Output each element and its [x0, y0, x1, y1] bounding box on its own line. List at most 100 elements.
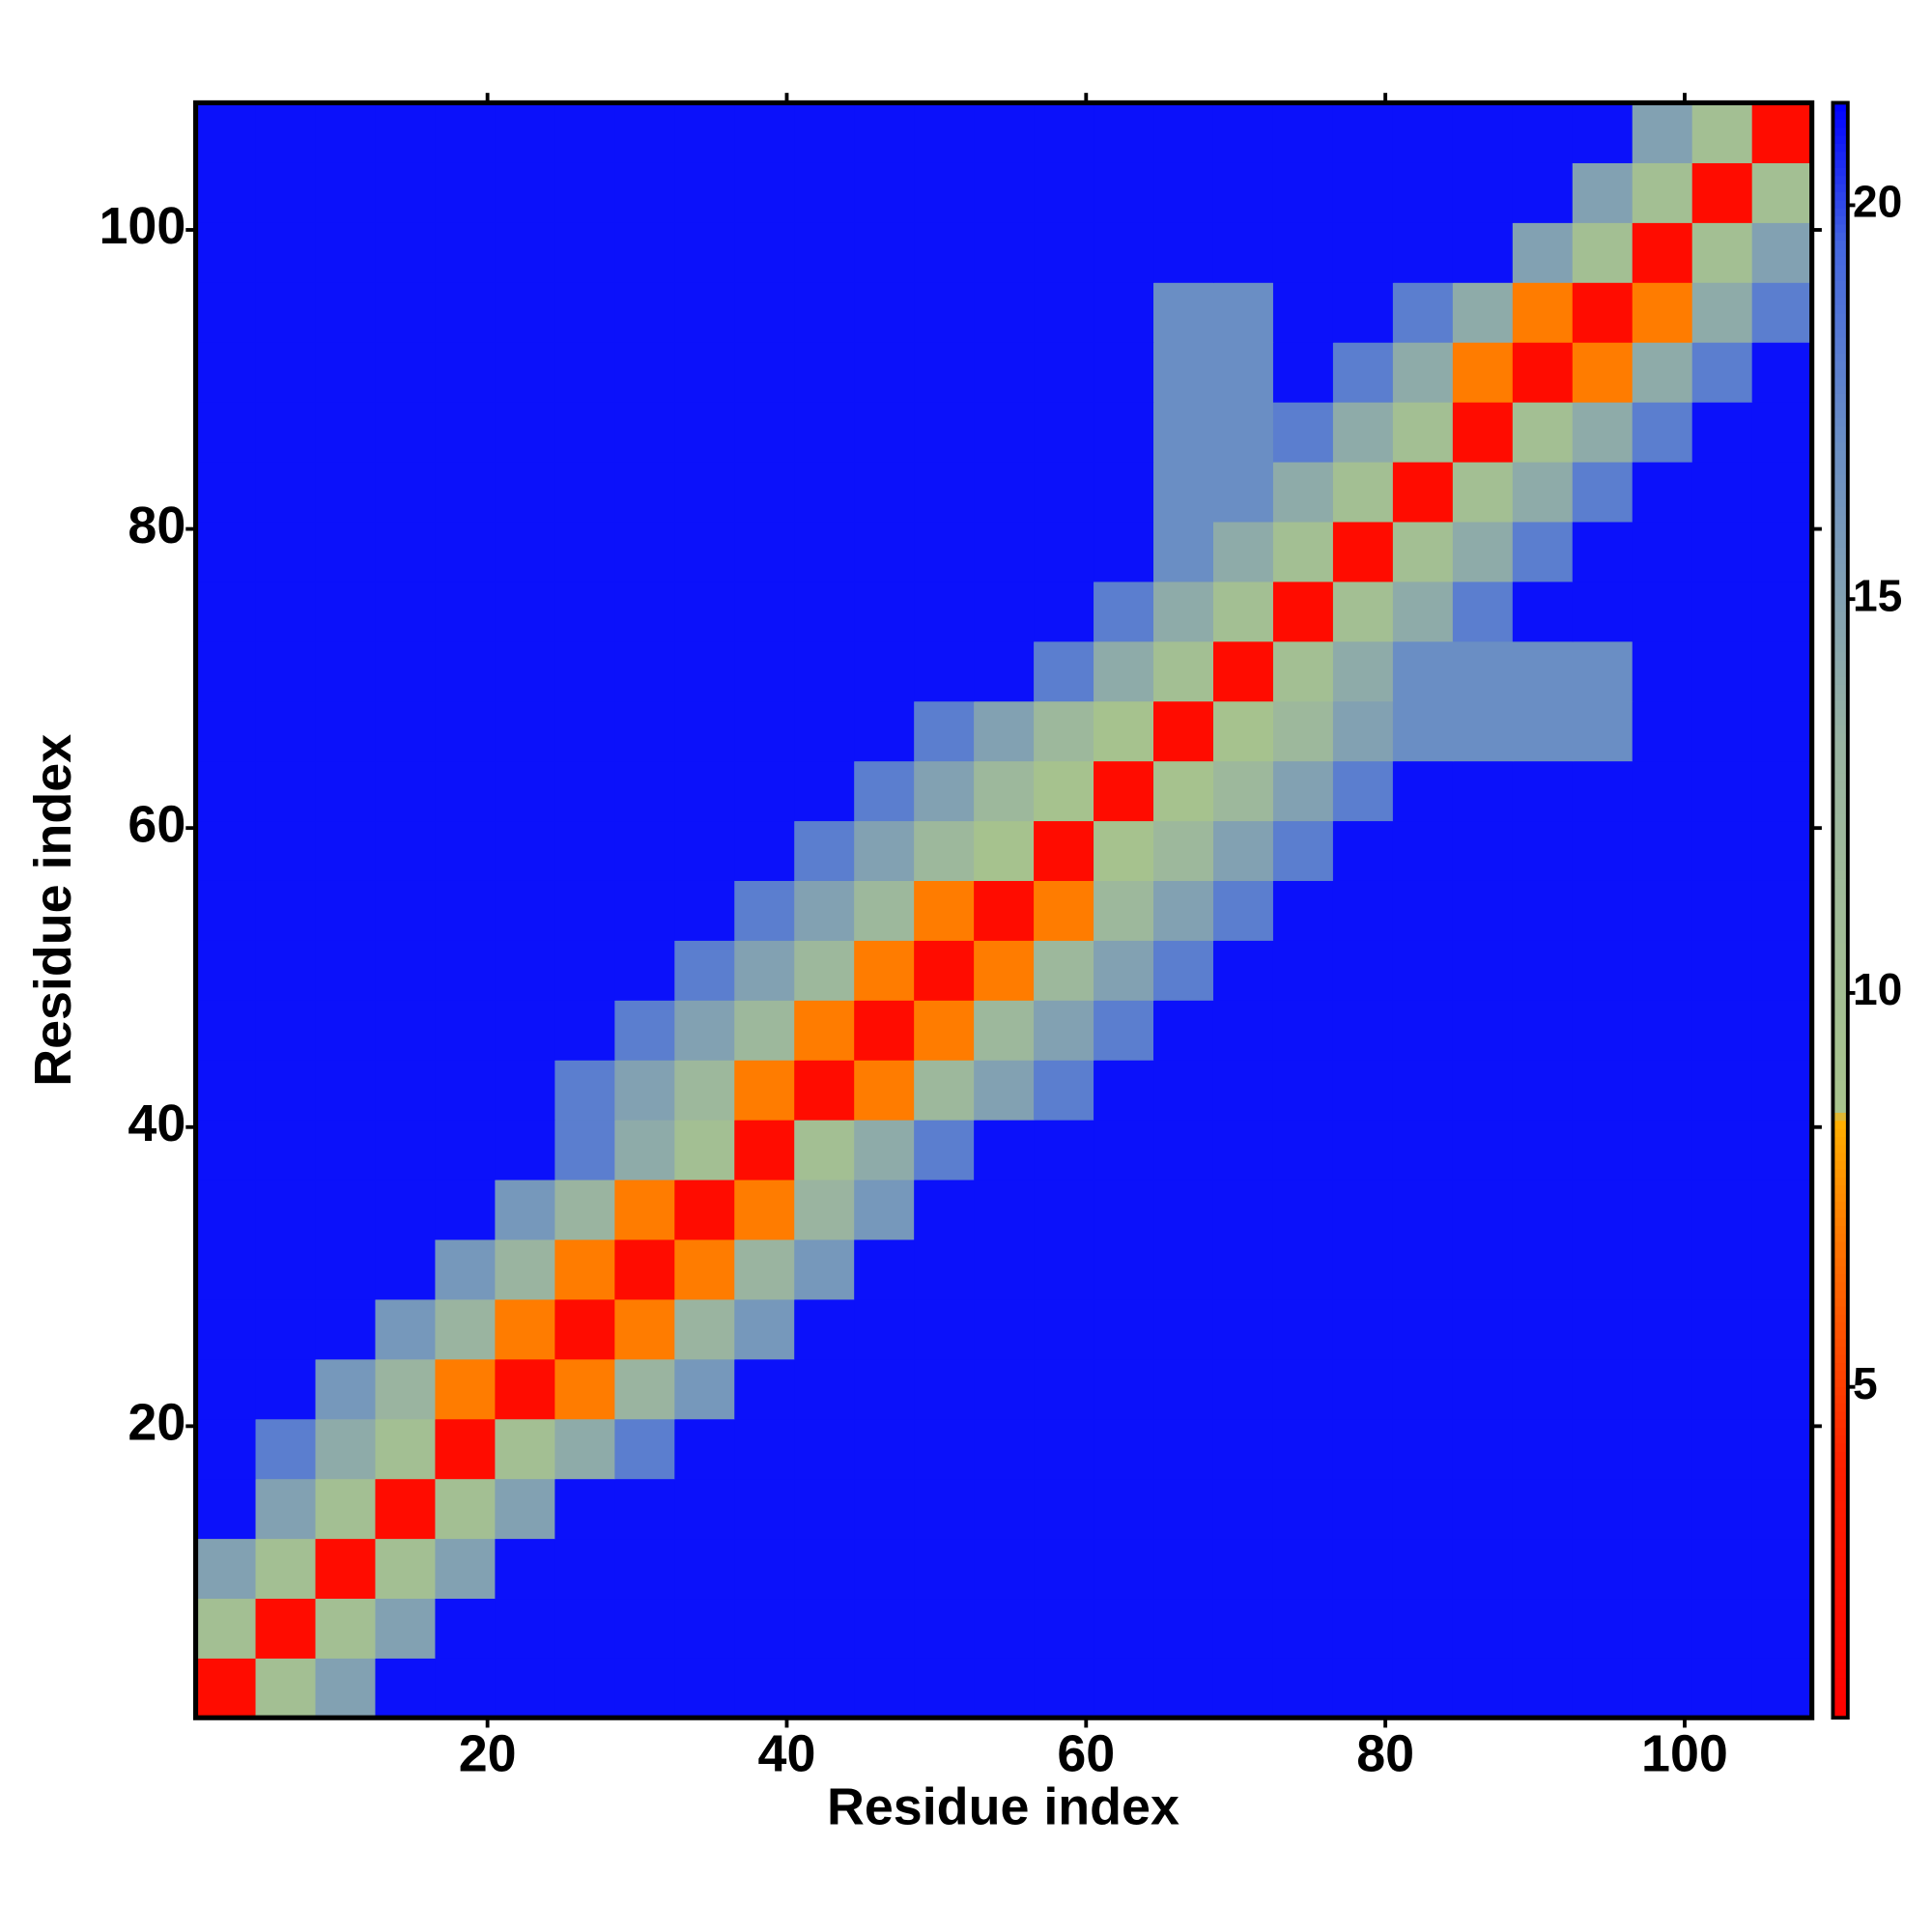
heatmap-cell: [1691, 402, 1753, 463]
heatmap-cell: [854, 581, 915, 642]
heatmap-cell: [974, 102, 1035, 163]
heatmap-cell: [375, 940, 437, 1001]
heatmap-cell: [435, 1598, 497, 1659]
heatmap-cell: [1332, 162, 1394, 223]
heatmap-cell: [794, 1120, 855, 1180]
heatmap-cell: [1034, 222, 1094, 283]
heatmap-cell: [315, 640, 377, 702]
heatmap-cell: [974, 880, 1035, 941]
heatmap-cell: [1632, 1538, 1693, 1600]
heatmap-cell: [734, 402, 795, 463]
heatmap-cell: [435, 461, 497, 523]
heatmap-cell: [1034, 342, 1094, 403]
heatmap-cell: [1512, 222, 1574, 283]
heatmap-cell: [1392, 342, 1454, 403]
heatmap-cell: [1153, 940, 1214, 1001]
heatmap-cell: [1392, 700, 1454, 762]
heatmap-cell: [315, 222, 377, 283]
heatmap-cell: [1452, 1598, 1514, 1659]
heatmap-cell: [255, 222, 317, 283]
heatmap-cell: [1392, 1000, 1454, 1061]
heatmap-cell: [1094, 521, 1154, 582]
heatmap-cell: [674, 102, 735, 163]
colorbar-segment: [1833, 1596, 1848, 1605]
heatmap-cell: [435, 1238, 497, 1300]
colorbar-segment: [1833, 490, 1848, 499]
heatmap-cell: [1691, 1060, 1753, 1121]
heatmap-cell: [435, 1120, 497, 1180]
heatmap-cell: [1034, 1298, 1094, 1360]
heatmap-cell: [674, 820, 735, 881]
heatmap-cell: [854, 1358, 915, 1420]
colorbar-segment: [1833, 127, 1848, 136]
colorbar-segment: [1833, 336, 1848, 346]
heatmap-cell: [734, 1658, 795, 1719]
colorbar-segment: [1833, 102, 1848, 112]
heatmap-cell: [854, 521, 915, 582]
heatmap-cell: [1572, 1238, 1634, 1300]
heatmap-cell: [1572, 1658, 1634, 1719]
heatmap-cell: [435, 940, 497, 1001]
heatmap-cell: [1512, 1000, 1574, 1061]
heatmap-cell: [1452, 640, 1514, 702]
heatmap-cell: [1272, 342, 1334, 403]
heatmap-cell: [495, 1418, 555, 1480]
colorbar-segment: [1833, 1023, 1848, 1033]
heatmap-cell: [974, 1418, 1035, 1480]
heatmap-cell: [1751, 222, 1813, 283]
heatmap-cell: [854, 940, 915, 1001]
heatmap-cell: [255, 1538, 317, 1600]
heatmap-cell: [674, 1478, 735, 1540]
heatmap-cell: [674, 162, 735, 223]
x-tick-label: 100: [1641, 1724, 1728, 1782]
colorbar-segment: [1833, 425, 1848, 435]
heatmap-cell: [734, 581, 795, 642]
heatmap-cell: [495, 342, 555, 403]
heatmap-cell: [435, 521, 497, 582]
heatmap-cell: [1572, 461, 1634, 523]
heatmap-cell: [1572, 521, 1634, 582]
heatmap-cell: [1034, 402, 1094, 463]
heatmap-cell: [674, 700, 735, 762]
colorbar-segment: [1833, 1564, 1848, 1574]
colorbar-segment: [1833, 1144, 1848, 1153]
heatmap-cell: [375, 342, 437, 403]
heatmap-cell: [1272, 1658, 1334, 1719]
heatmap-cell: [1212, 820, 1274, 881]
heatmap-cell: [1392, 1358, 1454, 1420]
heatmap-cell: [1392, 1598, 1454, 1659]
colorbar-segment: [1833, 538, 1848, 548]
heatmap-cell: [914, 640, 975, 702]
heatmap-cell: [1212, 1060, 1274, 1121]
heatmap-cell: [1691, 1179, 1753, 1240]
heatmap-cell: [255, 342, 317, 403]
heatmap-cell: [1751, 581, 1813, 642]
heatmap-cell: [375, 1358, 437, 1420]
heatmap-cell: [1153, 1478, 1214, 1540]
heatmap-cell: [854, 700, 915, 762]
heatmap-cell: [614, 461, 675, 523]
heatmap-cell: [1751, 700, 1813, 762]
heatmap-cell: [1452, 102, 1514, 163]
heatmap-cell: [1751, 1658, 1813, 1719]
heatmap-cell: [854, 820, 915, 881]
heatmap-cell: [495, 1179, 555, 1240]
heatmap-cell: [1094, 1179, 1154, 1240]
x-tick-label: 60: [1057, 1724, 1115, 1782]
colorbar-segment: [1833, 1427, 1848, 1436]
heatmap-cell: [1751, 342, 1813, 403]
heatmap-cell: [495, 1120, 555, 1180]
heatmap-cell: [1691, 1000, 1753, 1061]
colorbar-segment: [1833, 119, 1848, 128]
colorbar-segment: [1833, 1620, 1848, 1630]
heatmap-cell: [794, 1000, 855, 1061]
heatmap-cell: [1512, 521, 1574, 582]
heatmap-cell: [1512, 880, 1574, 941]
colorbar-segment: [1833, 1370, 1848, 1379]
heatmap-cell: [435, 820, 497, 881]
heatmap-cell: [614, 820, 675, 881]
heatmap-cell: [1691, 700, 1753, 762]
heatmap-cell: [974, 1658, 1035, 1719]
colorbar-segment: [1833, 1548, 1848, 1557]
